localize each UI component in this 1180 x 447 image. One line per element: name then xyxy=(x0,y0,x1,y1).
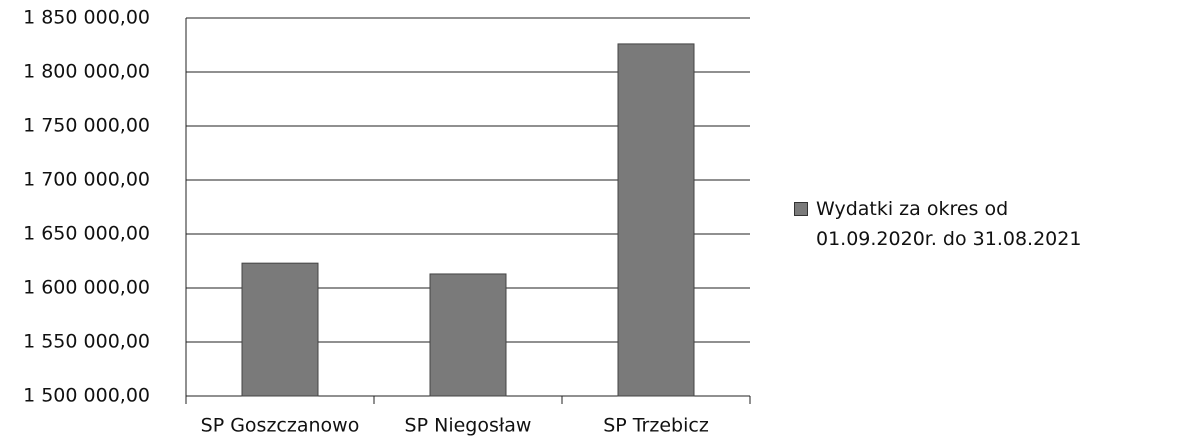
y-tick-label: 1 700 000,00 xyxy=(23,169,150,191)
y-tick-label: 1 500 000,00 xyxy=(23,385,150,407)
legend: Wydatki za okres od 01.09.2020r. do 31.0… xyxy=(794,194,1124,254)
legend-swatch xyxy=(794,202,808,216)
y-tick-label: 1 650 000,00 xyxy=(23,223,150,245)
bar xyxy=(429,273,507,397)
bar xyxy=(241,262,319,397)
y-tick-label: 1 850 000,00 xyxy=(23,7,150,29)
x-tick-label: SP Trzebicz xyxy=(603,415,709,437)
y-tick-label: 1 800 000,00 xyxy=(23,61,150,83)
y-tick-label: 1 750 000,00 xyxy=(23,115,150,137)
x-tick-label: SP Goszczanowo xyxy=(201,415,360,437)
bar xyxy=(617,43,695,397)
x-tick-label: SP Niegosław xyxy=(405,415,532,437)
legend-label: Wydatki za okres od 01.09.2020r. do 31.0… xyxy=(816,198,1082,250)
y-tick-label: 1 600 000,00 xyxy=(23,277,150,299)
y-tick-label: 1 550 000,00 xyxy=(23,331,150,353)
